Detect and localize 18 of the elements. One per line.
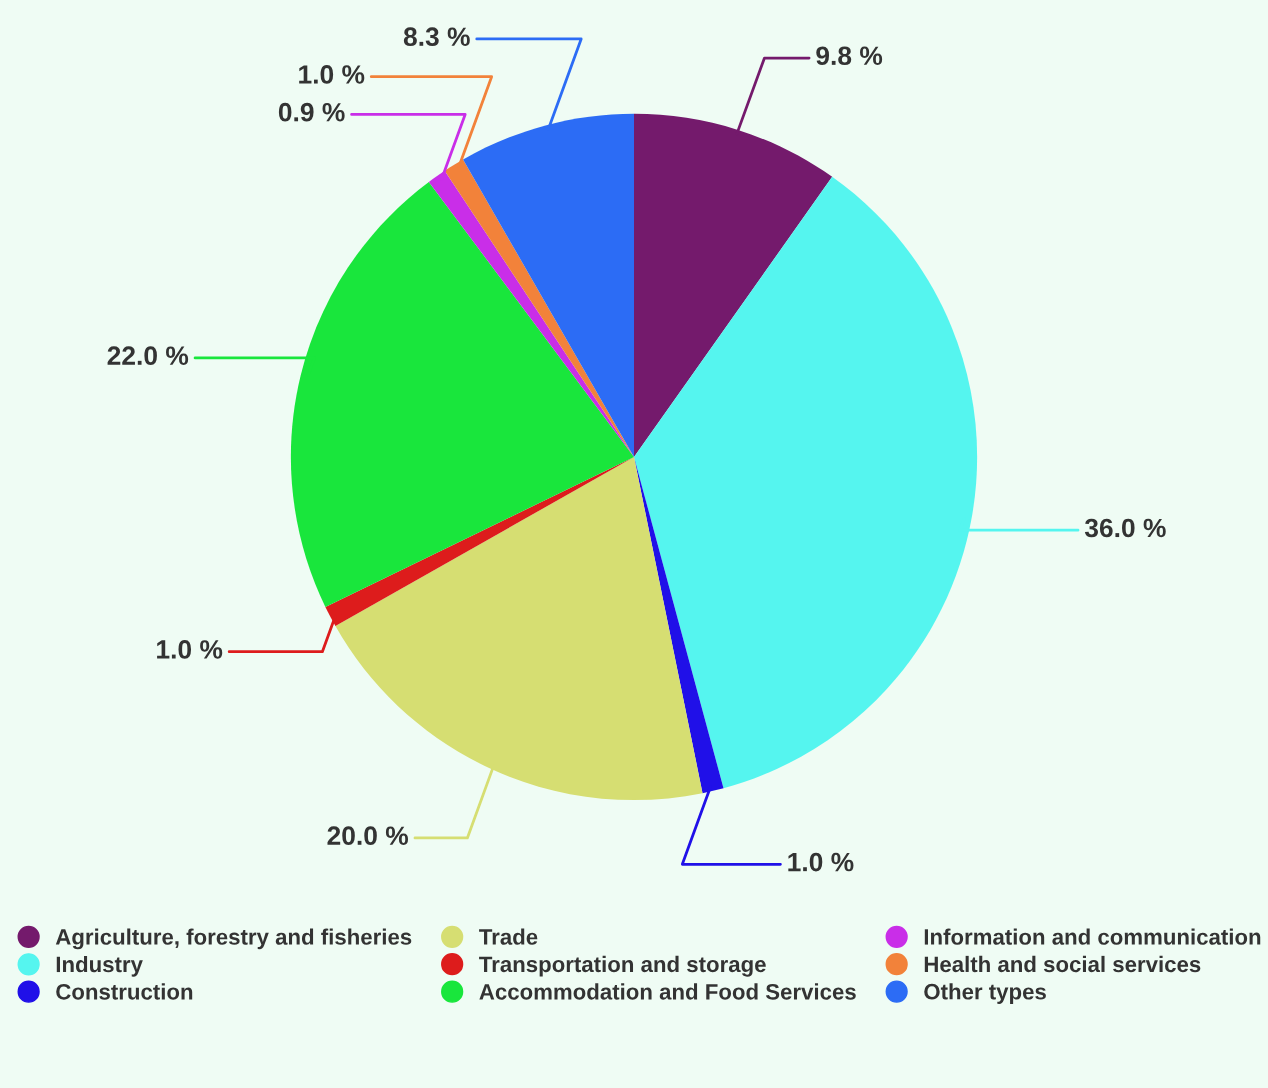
data-label: 1.0 % (788, 852, 854, 872)
legend-label: Trade (479, 928, 538, 945)
data-label: 36.0 % (1084, 518, 1166, 538)
legend-label: Other types (924, 983, 1046, 1004)
data-label: 0.9 % (278, 102, 345, 122)
legend-label: Industry (56, 955, 143, 977)
data-label: 9.8 % (816, 46, 883, 66)
legend-label: Accommodation and Food Services (479, 983, 856, 1000)
legend-label: Agriculture, forestry and fisheries (55, 928, 412, 950)
data-label: 22.0 % (107, 346, 189, 366)
data-label: 1.0 % (157, 640, 223, 659)
legend-label: Construction (56, 983, 193, 1000)
data-label: 8.3 % (403, 27, 470, 47)
legend-label: Health and social services (924, 955, 1201, 973)
legend-label: Information and communication (924, 928, 1261, 945)
data-label: 20.0 % (327, 826, 409, 846)
legend-label: Transportation and storage (479, 955, 766, 977)
data-label: 1.0 % (299, 65, 365, 84)
